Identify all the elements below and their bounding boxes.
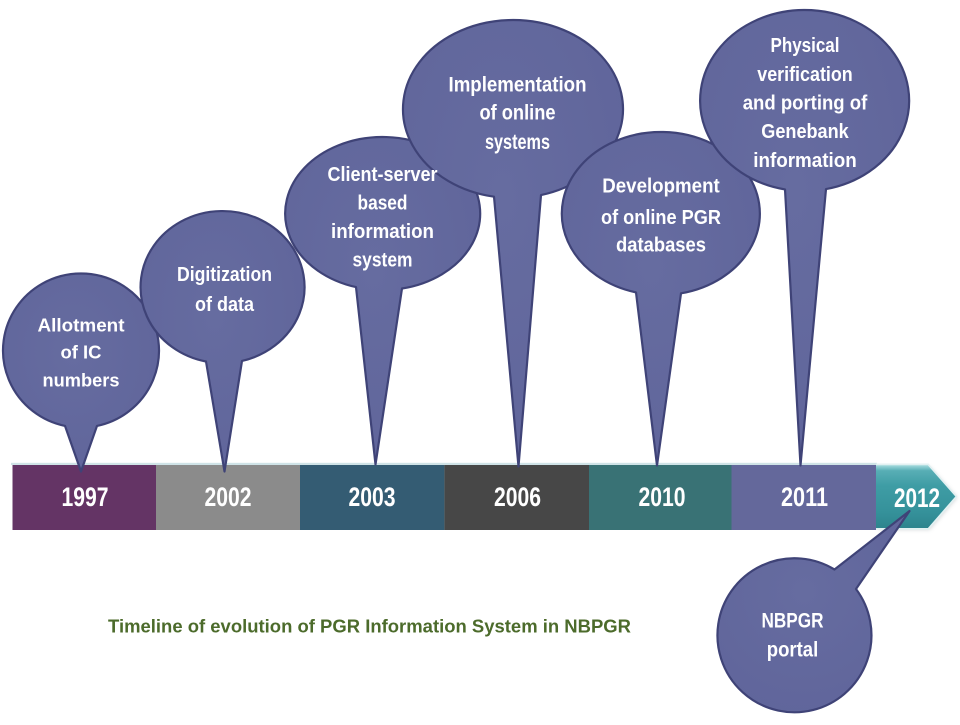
svg-text:numbers: numbers <box>43 371 120 391</box>
svg-text:Genebank: Genebank <box>761 120 849 143</box>
svg-text:2006: 2006 <box>494 482 541 512</box>
svg-text:Timeline of evolution of PGR I: Timeline of evolution of PGR Information… <box>108 617 631 637</box>
svg-text:2012: 2012 <box>894 483 940 513</box>
svg-text:Implementation: Implementation <box>449 73 587 97</box>
svg-text:Physical: Physical <box>771 34 840 57</box>
svg-text:of online PGR: of online PGR <box>601 206 721 229</box>
svg-text:Development: Development <box>602 175 720 198</box>
svg-text:based: based <box>358 192 408 215</box>
svg-text:of data: of data <box>195 293 255 316</box>
svg-text:NBPGR: NBPGR <box>762 610 824 633</box>
svg-text:information: information <box>753 149 857 172</box>
svg-text:of IC: of IC <box>61 343 102 363</box>
svg-text:of online: of online <box>480 101 556 125</box>
svg-text:2003: 2003 <box>349 482 396 512</box>
svg-text:2010: 2010 <box>639 482 686 512</box>
svg-text:2002: 2002 <box>205 482 252 512</box>
svg-text:system: system <box>353 249 413 272</box>
svg-text:Allotment: Allotment <box>38 316 125 336</box>
svg-text:verification: verification <box>757 63 853 86</box>
svg-text:Digitization: Digitization <box>177 263 272 286</box>
svg-text:databases: databases <box>616 234 706 257</box>
svg-text:portal: portal <box>767 639 819 662</box>
svg-text:systems: systems <box>485 130 550 154</box>
svg-text:2011: 2011 <box>781 482 828 512</box>
svg-text:and porting of: and porting of <box>743 92 868 115</box>
svg-text:Client-server: Client-server <box>328 163 438 186</box>
svg-text:1997: 1997 <box>62 482 109 512</box>
svg-text:information: information <box>331 220 434 243</box>
